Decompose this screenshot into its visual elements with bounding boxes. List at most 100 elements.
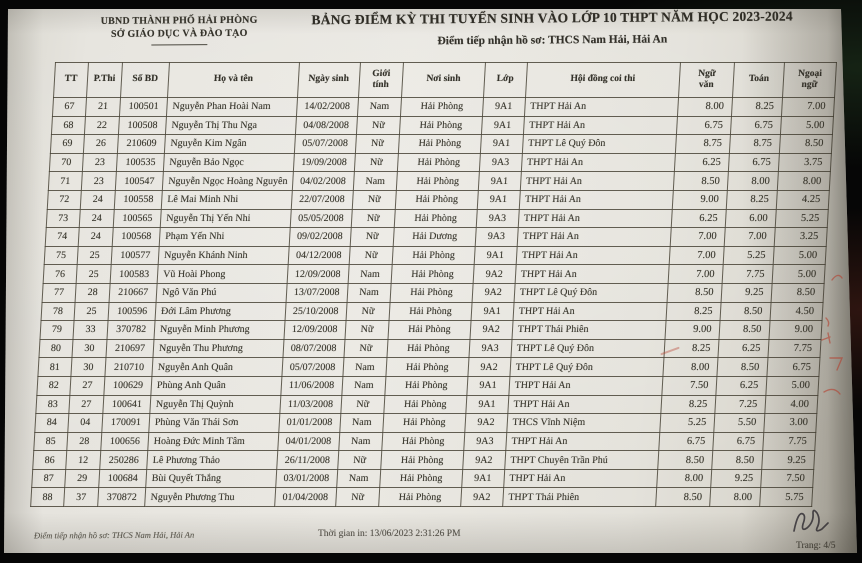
cell-ngu-van: 8.25 <box>665 302 722 321</box>
cell-p-thi: 23 <box>82 153 118 172</box>
cell-lop: 9A2 <box>469 320 513 340</box>
cell-tt: 71 <box>48 171 83 191</box>
cell-ho-va-ten: Nguyễn Khánh Ninh <box>158 246 289 265</box>
cell-ho-va-ten: Phùng Anh Quân <box>150 376 282 395</box>
cell-gioi-tinh: Nữ <box>344 320 390 340</box>
cell-tt: 69 <box>50 134 85 154</box>
col-header-noi-sinh: Nơi sinh <box>401 62 485 98</box>
cell-ngay-sinh: 08/07/2008 <box>282 339 345 358</box>
cell-hoi-dong-coi-thi: THPT Hải An <box>521 153 676 172</box>
cell-noi-sinh: Hải Phòng <box>386 357 469 377</box>
cell-lop: 9A1 <box>473 246 517 265</box>
cell-toan: 6.25 <box>718 339 770 358</box>
table-row: 67 21 100501 Nguyễn Phan Hoài Nam 14/02/2008… <box>52 97 835 117</box>
cell-so-bd: 170091 <box>101 413 150 433</box>
cell-gioi-tinh: Nữ <box>335 487 380 507</box>
cell-lop: 9A2 <box>464 413 508 433</box>
cell-noi-sinh: Hải Phòng <box>381 450 464 470</box>
document-subtitle: Điểm tiếp nhận hồ sơ: THCS Nam Hải, Hải … <box>437 33 668 48</box>
cell-toan: 7.00 <box>724 227 776 247</box>
cell-so-bd: 100583 <box>110 264 159 284</box>
cell-ngay-sinh: 04/12/2008 <box>287 246 350 265</box>
cell-lop: 9A1 <box>465 395 509 414</box>
table-row: 76 25 100583 Vũ Hoài Phong 12/09/2008 Nam Hải … <box>43 264 826 284</box>
cell-lop: 9A1 <box>466 376 510 395</box>
cell-so-bd: 100684 <box>98 469 147 488</box>
cell-tt: 80 <box>38 339 73 358</box>
cell-tt: 72 <box>47 190 82 210</box>
col-header-p-thi: P.Thi <box>86 62 123 98</box>
cell-tt: 84 <box>34 413 69 433</box>
cell-hoi-dong-coi-thi: THCS Vĩnh Niệm <box>506 413 661 433</box>
cell-hoi-dong-coi-thi: THPT Hải An <box>512 302 667 321</box>
cell-ngay-sinh: 09/02/2008 <box>288 227 351 247</box>
cell-gioi-tinh: Nữ <box>353 153 399 172</box>
cell-ngay-sinh: 25/10/2008 <box>284 302 347 321</box>
cell-noi-sinh: Hải Phòng <box>389 302 472 321</box>
cell-p-thi: 30 <box>71 339 108 358</box>
table-row: 71 23 100547 Nguyễn Ngọc Hoàng Nguyên 04/02/… <box>48 171 831 191</box>
cell-noi-sinh: Hải Phòng <box>394 209 477 228</box>
cell-ho-va-ten: Nguyễn Kim Ngân <box>164 134 296 154</box>
cell-hoi-dong-coi-thi: THPT Hải An <box>507 395 662 414</box>
table-row: 84 04 170091 Phùng Văn Thái Sơn 01/01/2008 Na… <box>34 413 817 433</box>
cell-toan: 9.25 <box>721 283 773 303</box>
cell-ngoai-ngu: 7.50 <box>761 469 814 488</box>
cell-ngoai-ngu: 5.00 <box>766 376 819 395</box>
cell-noi-sinh: Hải Phòng <box>387 339 470 358</box>
cell-noi-sinh: Hải Phòng <box>388 320 471 340</box>
cell-ngoai-ngu: 3.25 <box>774 227 828 247</box>
cell-tt: 81 <box>37 357 72 377</box>
cell-so-bd: 210609 <box>117 134 166 154</box>
cell-ho-va-ten: Hoàng Đức Minh Tâm <box>147 432 279 451</box>
cell-tt: 85 <box>33 432 68 451</box>
cell-noi-sinh: Hải Phòng <box>398 134 481 154</box>
table-row: 85 28 100656 Hoàng Đức Minh Tâm 04/01/2008 Na… <box>33 432 816 451</box>
table-row: 78 25 100596 Đới Lâm Phương 25/10/2008 Nữ Hải … <box>41 302 824 321</box>
table-row: 88 37 370872 Nguyễn Phương Thu 01/04/2008 Nữ H… <box>30 487 813 507</box>
cell-ngay-sinh: 03/01/2008 <box>275 469 338 488</box>
cell-so-bd: 210710 <box>105 357 153 377</box>
cell-toan: 5.50 <box>714 413 766 433</box>
cell-lop: 9A2 <box>467 357 511 377</box>
cell-toan: 8.50 <box>719 320 771 340</box>
cell-noi-sinh: Hải Phòng <box>390 283 473 303</box>
cell-hoi-dong-coi-thi: THPT Lê Quý Đôn <box>510 339 665 358</box>
col-header-toan: Toán <box>732 62 785 98</box>
cell-toan: 5.25 <box>723 246 775 265</box>
cell-noi-sinh: Hải Phòng <box>385 376 468 395</box>
cell-p-thi: 21 <box>85 97 121 117</box>
cell-gioi-tinh: Nữ <box>340 395 386 414</box>
cell-ho-va-ten: Nguyễn Phương Thu <box>144 487 276 507</box>
cell-ngu-van: 9.00 <box>664 320 721 340</box>
cell-noi-sinh: Hải Phòng <box>384 395 467 414</box>
cell-ngoai-ngu: 5.75 <box>760 487 813 507</box>
cell-ngu-van: 7.50 <box>661 376 718 395</box>
cell-ngu-van: 8.25 <box>660 395 717 414</box>
cell-ngoai-ngu: 4.00 <box>765 395 818 414</box>
cell-p-thi: 22 <box>84 116 120 135</box>
cell-gioi-tinh: Nam <box>342 357 388 377</box>
cell-gioi-tinh: Nam <box>352 171 398 191</box>
cell-p-thi: 28 <box>66 432 102 451</box>
cell-tt: 82 <box>36 376 71 395</box>
cell-noi-sinh: Hải Phòng <box>396 171 479 191</box>
handwritten-signature-mark <box>793 509 829 532</box>
cell-ngoai-ngu: 7.00 <box>781 97 835 117</box>
cell-hoi-dong-coi-thi: THPT Hải An <box>508 376 663 395</box>
cell-tt: 83 <box>35 395 70 414</box>
cell-tt: 73 <box>46 209 81 228</box>
cell-lop: 9A3 <box>474 227 518 247</box>
cell-noi-sinh: Hải Phòng <box>399 116 482 135</box>
cell-p-thi: 24 <box>79 209 115 228</box>
footer-page-number: Trang: 4/5 <box>796 541 836 551</box>
cell-toan: 7.25 <box>715 395 767 414</box>
cell-toan: 9.25 <box>711 469 763 488</box>
cell-hoi-dong-coi-thi: THPT Lê Quý Đôn <box>513 283 668 303</box>
cell-ngoai-ngu: 7.75 <box>768 339 822 358</box>
cell-tt: 88 <box>30 487 65 507</box>
cell-tt: 67 <box>52 97 87 117</box>
cell-noi-sinh: Hải Phòng <box>378 487 462 507</box>
cell-ngu-van: 8.00 <box>656 469 713 488</box>
